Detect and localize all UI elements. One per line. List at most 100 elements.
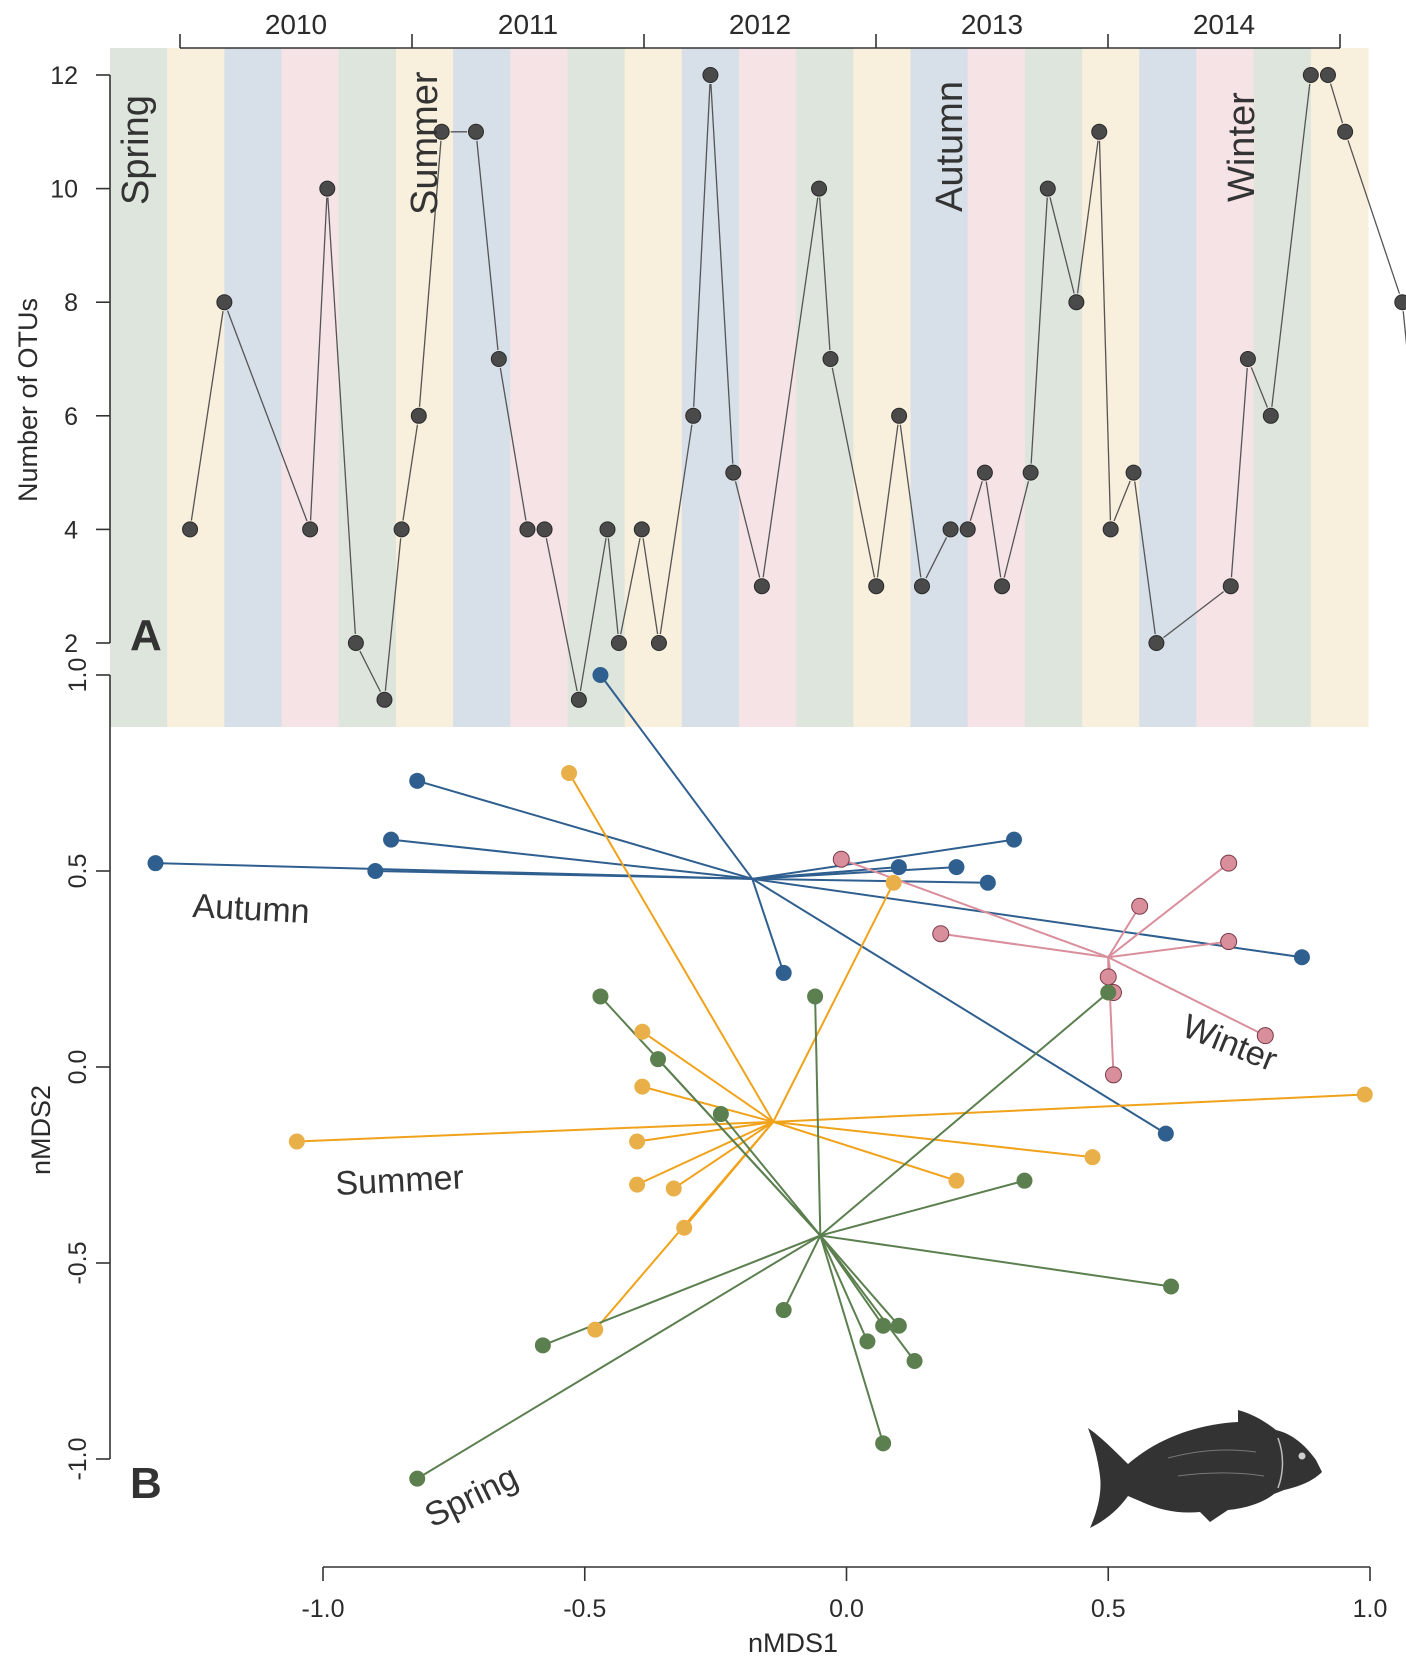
- panel-b-nmds: -1.0 -0.5 0.0 0.5 1.0 -1.0 -0.5 0.0 0.5 1.0 Autum…: [26, 658, 1387, 1656]
- spoke-autumn: [751, 878, 785, 974]
- otu-series-segment: [762, 197, 819, 578]
- point-winter: [932, 925, 950, 943]
- point-autumn: [948, 859, 965, 876]
- point-summer: [948, 1172, 965, 1189]
- otu-series-segment: [899, 424, 922, 578]
- otu-data-point: [1102, 521, 1119, 538]
- season-band-winter: [739, 48, 797, 727]
- otu-series-segment: [1329, 83, 1344, 124]
- spoke-spring: [819, 1234, 900, 1327]
- otu-series-segment: [620, 538, 641, 635]
- otu-series-segment: [1049, 197, 1075, 294]
- otu-data-point: [1394, 294, 1406, 311]
- point-summer: [561, 765, 578, 781]
- season-band-spring: [1024, 48, 1083, 727]
- season-label-winter: Winter: [1221, 92, 1263, 202]
- panel-letter-a: A: [130, 611, 162, 660]
- spoke-winter: [1107, 862, 1230, 959]
- otu-data-point: [959, 521, 976, 538]
- season-label-spring: Spring: [115, 95, 157, 205]
- otu-data-point: [811, 180, 828, 197]
- otu-data-point: [913, 578, 930, 595]
- otu-data-point: [536, 521, 553, 538]
- otu-data-point: [1022, 464, 1039, 481]
- panel-a-y-tick-label: 10: [50, 176, 78, 204]
- spoke-spring: [720, 1113, 822, 1237]
- otu-data-point: [610, 635, 627, 651]
- otu-series-segment: [1003, 481, 1030, 578]
- otu-data-point: [467, 123, 484, 140]
- otu-data-point: [599, 521, 616, 538]
- otu-series-segment: [1163, 591, 1225, 639]
- otu-data-point: [1262, 407, 1279, 424]
- point-autumn: [1293, 949, 1310, 966]
- otu-series-segment: [1030, 197, 1048, 464]
- otu-data-point: [1125, 464, 1142, 481]
- spoke-summer: [636, 1120, 774, 1186]
- point-summer: [1084, 1149, 1101, 1166]
- season-band-autumn: [910, 48, 969, 727]
- otu-series-segment: [545, 538, 578, 692]
- panel-b-x-axis-title: nMDS1: [748, 1628, 838, 1656]
- point-spring: [875, 1317, 892, 1334]
- year-label: 2013: [961, 9, 1023, 40]
- spoke-spring: [819, 1235, 869, 1342]
- otu-data-point: [976, 464, 993, 481]
- otu-data-point: [433, 123, 450, 140]
- spoke-autumn: [416, 779, 753, 880]
- panel-a-y-tick-label: 12: [50, 62, 78, 90]
- panel-a-timeseries: 2010 2011 2012 2013 2014 2 4 6 8 10 12 Spring Sum…: [13, 9, 1406, 727]
- season-label-summer: Summer: [404, 71, 446, 215]
- panel-b-y-tick-label: 0.0: [64, 1050, 92, 1085]
- panel-b-x-tick-label: 0.5: [1091, 1595, 1126, 1623]
- otu-series-segment: [710, 83, 734, 464]
- spoke-autumn: [751, 877, 1167, 1135]
- panel-b-y-tick-label: -1.0: [64, 1437, 92, 1480]
- point-autumn: [979, 874, 996, 891]
- otu-series-segment: [384, 538, 402, 691]
- point-summer: [629, 1133, 646, 1150]
- point-winter: [1220, 933, 1238, 951]
- point-winter: [1104, 1066, 1122, 1084]
- spoke-winter: [1107, 956, 1266, 1037]
- point-summer: [676, 1219, 693, 1236]
- group-label-summer: Summer: [334, 1158, 464, 1203]
- point-spring: [807, 988, 824, 1005]
- otu-data-point: [182, 521, 199, 538]
- otu-series-segment: [1076, 140, 1099, 294]
- spoke-winter: [840, 858, 1109, 959]
- otu-series-segment: [876, 424, 899, 578]
- otu-data-point: [1239, 351, 1256, 367]
- panel-b-y-tick-label: 1.0: [64, 658, 92, 693]
- fish-silhouette-icon: [1088, 1410, 1322, 1528]
- otu-series-segment: [476, 140, 499, 351]
- season-band-spring: [338, 48, 397, 727]
- otu-data-point: [753, 578, 770, 595]
- otu-series-segment: [1230, 367, 1248, 578]
- otu-series-segment: [1347, 140, 1401, 294]
- spoke-autumn: [752, 866, 957, 880]
- group-label-autumn: Autumn: [192, 887, 311, 931]
- point-autumn: [1006, 831, 1023, 848]
- spoke-summer: [568, 772, 775, 1123]
- panel-b-x-tick-label: -1.0: [301, 1595, 344, 1623]
- spoke-spring: [814, 996, 822, 1236]
- season-band-summer: [1082, 48, 1140, 727]
- season-band-spring: [110, 48, 168, 727]
- season-band-summer: [1310, 48, 1369, 727]
- point-autumn: [775, 964, 792, 981]
- otu-data-point: [347, 635, 364, 651]
- point-winter: [832, 850, 850, 868]
- otu-data-point: [1091, 123, 1108, 140]
- otu-data-point: [822, 351, 839, 367]
- point-winter: [1099, 968, 1117, 986]
- season-label-autumn: Autumn: [929, 81, 971, 212]
- group-spokes: [155, 674, 1365, 1480]
- spoke-summer: [673, 1121, 774, 1190]
- otu-series-segment: [1098, 140, 1112, 521]
- spoke-summer: [773, 1093, 1365, 1123]
- point-winter: [1220, 854, 1238, 872]
- season-band-spring: [1253, 48, 1312, 727]
- point-autumn: [147, 855, 164, 872]
- otu-series-segment: [734, 481, 761, 578]
